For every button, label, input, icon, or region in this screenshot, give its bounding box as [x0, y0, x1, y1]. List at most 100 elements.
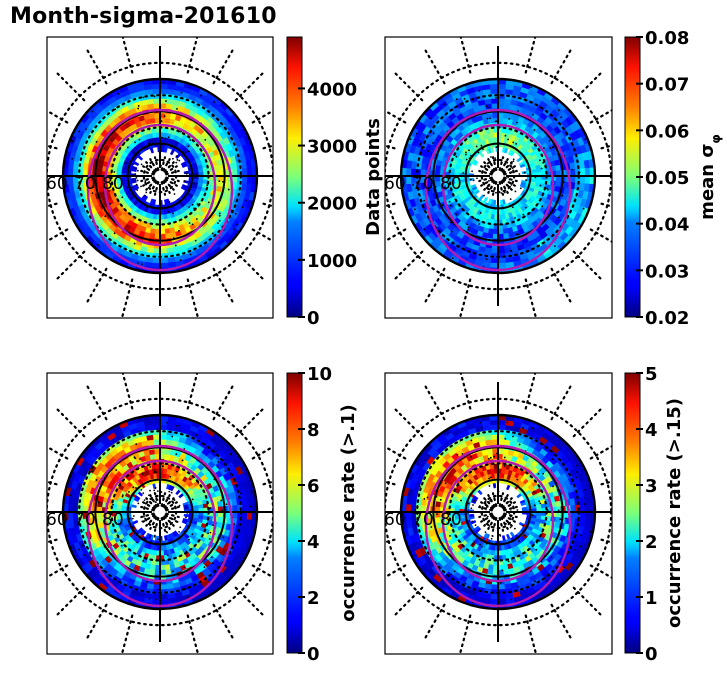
grid-dot	[145, 161, 147, 164]
grid-dot	[135, 183, 138, 186]
grid-dot	[166, 554, 169, 557]
grid-dot	[503, 191, 506, 194]
grid-dot	[542, 472, 545, 475]
colorbar-tick-label: 2	[307, 588, 320, 609]
grid-dot	[234, 212, 237, 215]
grid-dot	[210, 556, 213, 559]
grid-dot	[113, 232, 116, 235]
dotted-meridian	[251, 109, 273, 124]
grid-dot	[489, 500, 491, 502]
grid-dot	[151, 498, 154, 501]
grid-dot	[222, 536, 225, 539]
grid-dot	[136, 179, 139, 182]
heatmap-cell	[502, 233, 510, 240]
heatmap-cell	[497, 262, 507, 269]
grid-dot	[465, 151, 467, 154]
grid-dot	[115, 521, 118, 524]
grid-dot	[453, 570, 456, 573]
heatmap-cell	[490, 584, 499, 590]
grid-dot	[160, 120, 163, 123]
heatmap-cell	[497, 248, 506, 254]
grid-dot	[185, 172, 188, 175]
grid-dot	[137, 107, 140, 110]
grid-dot	[577, 519, 580, 522]
heatmap-cell	[497, 424, 506, 431]
heatmap-cell	[159, 83, 169, 90]
heatmap-cell	[162, 545, 167, 551]
grid-dot	[575, 476, 577, 479]
grid-dot	[207, 201, 210, 204]
dotted-meridian	[84, 267, 108, 306]
grid-dot	[488, 477, 491, 480]
grid-dot	[136, 262, 139, 264]
grid-dot	[508, 118, 511, 120]
dotted-meridian	[487, 494, 496, 508]
heatmap-cell	[486, 233, 494, 240]
grid-dot	[181, 459, 184, 462]
grid-dot	[518, 173, 521, 175]
heatmap-cell	[151, 83, 161, 90]
grid-dot	[419, 143, 422, 146]
dotted-meridian	[47, 228, 69, 243]
grid-dot	[441, 204, 444, 206]
dotted-meridian	[385, 109, 407, 124]
dotted-meridian	[164, 165, 178, 174]
grid-dot	[172, 570, 175, 573]
grid-dot	[509, 182, 512, 184]
grid-dot	[564, 517, 567, 520]
grid-dot	[233, 523, 236, 525]
grid-dot	[582, 207, 585, 210]
grid-dot	[250, 490, 253, 493]
grid-dot	[495, 96, 497, 99]
grid-dot	[478, 223, 481, 225]
grid-dot	[180, 130, 182, 133]
grid-dot	[514, 190, 517, 193]
grid-dot	[574, 533, 577, 536]
grid-dot	[167, 136, 170, 139]
grid-dot	[204, 138, 207, 141]
grid-dot	[139, 458, 141, 460]
grid-dot	[470, 507, 473, 510]
dotted-meridian	[503, 512, 518, 519]
grid-dot	[532, 490, 535, 493]
dotted-meridian	[47, 564, 69, 579]
grid-dot	[209, 531, 212, 534]
grid-dot	[97, 501, 100, 503]
grid-dot	[97, 243, 99, 246]
heatmap-cell	[151, 419, 161, 426]
dotted-meridian	[589, 564, 612, 580]
heatmap-cell	[217, 180, 224, 188]
heatmap-cell	[497, 434, 506, 440]
grid-dot	[423, 498, 426, 500]
grid-dot	[472, 504, 474, 506]
dotted-meridian	[478, 512, 493, 519]
latitude-label: 80	[440, 174, 462, 194]
heatmap-cell	[152, 434, 161, 440]
grid-dot	[153, 489, 156, 492]
grid-dot	[503, 465, 506, 467]
grid-dot	[213, 101, 216, 103]
grid-dot	[486, 515, 489, 518]
grid-dot	[115, 469, 118, 471]
auroral-oval-equatorward	[86, 108, 234, 272]
grid-dot	[583, 503, 586, 505]
heatmap-cell	[502, 112, 510, 119]
grid-dot	[167, 210, 170, 213]
grid-dot	[169, 475, 172, 478]
grid-dot	[423, 199, 426, 202]
heatmap-cell	[491, 473, 496, 479]
dotted-meridian	[84, 46, 108, 85]
grid-dot	[423, 146, 425, 149]
dotted-meridian	[478, 505, 493, 512]
dotted-meridian	[234, 70, 266, 102]
grid-dot	[211, 115, 214, 117]
grid-dot	[78, 548, 80, 551]
heatmap-cell	[570, 175, 576, 184]
colorbar-tick-label: 1000	[307, 251, 357, 272]
dotted-meridian	[422, 603, 446, 642]
grid-dot	[513, 527, 516, 530]
dotted-meridian	[459, 37, 472, 74]
grid-dot	[448, 200, 451, 203]
